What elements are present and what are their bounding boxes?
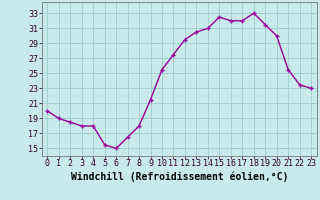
X-axis label: Windchill (Refroidissement éolien,°C): Windchill (Refroidissement éolien,°C) xyxy=(70,171,288,182)
